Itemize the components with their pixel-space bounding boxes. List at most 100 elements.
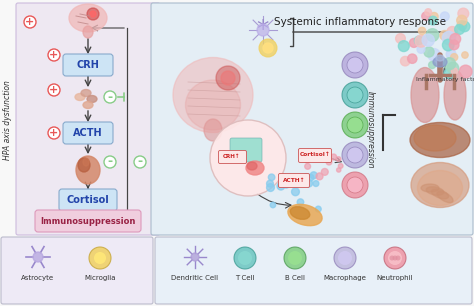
Circle shape <box>238 251 252 265</box>
Circle shape <box>459 21 470 32</box>
Ellipse shape <box>76 156 100 184</box>
FancyBboxPatch shape <box>279 174 310 188</box>
FancyBboxPatch shape <box>59 189 117 211</box>
Ellipse shape <box>437 191 453 203</box>
Circle shape <box>449 40 459 50</box>
Ellipse shape <box>247 162 257 170</box>
Circle shape <box>415 35 427 47</box>
Ellipse shape <box>173 58 253 132</box>
Ellipse shape <box>411 68 439 122</box>
Circle shape <box>94 252 106 264</box>
Text: +: + <box>26 17 35 27</box>
Circle shape <box>342 52 368 78</box>
Text: +: + <box>49 85 59 95</box>
Circle shape <box>48 49 60 61</box>
Circle shape <box>458 8 469 19</box>
Circle shape <box>305 180 312 187</box>
Circle shape <box>410 39 419 47</box>
Text: Systemic inflammatory response: Systemic inflammatory response <box>274 17 446 27</box>
Circle shape <box>266 180 273 187</box>
Circle shape <box>305 163 310 169</box>
Text: -: - <box>108 91 112 103</box>
Ellipse shape <box>87 95 97 103</box>
Circle shape <box>336 157 341 162</box>
FancyBboxPatch shape <box>151 3 473 235</box>
Text: T Cell: T Cell <box>235 275 255 281</box>
Circle shape <box>444 58 456 70</box>
Circle shape <box>419 27 426 35</box>
Circle shape <box>347 147 363 163</box>
Circle shape <box>319 154 326 160</box>
Circle shape <box>347 87 363 103</box>
Circle shape <box>388 251 402 265</box>
Circle shape <box>447 62 459 74</box>
Circle shape <box>234 247 256 269</box>
Text: ACTH↑: ACTH↑ <box>283 177 305 182</box>
Ellipse shape <box>410 122 470 158</box>
Circle shape <box>24 16 36 28</box>
Circle shape <box>414 36 423 45</box>
Circle shape <box>315 206 321 212</box>
Ellipse shape <box>75 94 85 100</box>
Circle shape <box>270 202 276 208</box>
Circle shape <box>90 11 96 17</box>
Ellipse shape <box>411 162 469 207</box>
Circle shape <box>396 34 405 43</box>
Circle shape <box>307 174 314 181</box>
FancyBboxPatch shape <box>230 138 262 162</box>
Ellipse shape <box>69 4 107 32</box>
Circle shape <box>392 256 398 260</box>
Ellipse shape <box>433 57 447 67</box>
Circle shape <box>422 12 430 20</box>
Text: +: + <box>49 50 59 60</box>
Circle shape <box>321 169 328 175</box>
Circle shape <box>326 159 332 165</box>
Text: Cortisol: Cortisol <box>67 195 109 205</box>
Circle shape <box>134 156 146 168</box>
Ellipse shape <box>421 184 439 192</box>
Circle shape <box>337 168 341 172</box>
Text: Neutrophil: Neutrophil <box>377 275 413 281</box>
Circle shape <box>266 184 274 192</box>
FancyBboxPatch shape <box>63 122 113 144</box>
Ellipse shape <box>83 26 93 38</box>
Circle shape <box>459 65 472 78</box>
Circle shape <box>259 39 277 57</box>
Circle shape <box>442 39 454 51</box>
Circle shape <box>408 54 417 63</box>
FancyBboxPatch shape <box>63 54 113 76</box>
Circle shape <box>288 251 302 265</box>
Ellipse shape <box>414 125 456 151</box>
Circle shape <box>440 12 449 21</box>
Circle shape <box>395 256 401 260</box>
Circle shape <box>428 49 440 61</box>
Text: Astrocyte: Astrocyte <box>21 275 55 281</box>
Circle shape <box>297 199 304 205</box>
Circle shape <box>301 181 307 187</box>
Circle shape <box>451 54 458 61</box>
FancyBboxPatch shape <box>155 237 472 304</box>
Ellipse shape <box>426 187 444 195</box>
Circle shape <box>422 34 434 46</box>
Ellipse shape <box>81 89 91 96</box>
Text: ACTH: ACTH <box>73 128 103 138</box>
Circle shape <box>313 157 318 162</box>
FancyBboxPatch shape <box>16 3 160 235</box>
Text: Inflammatory factor: Inflammatory factor <box>417 77 474 83</box>
Circle shape <box>462 52 468 58</box>
Circle shape <box>48 127 60 139</box>
Text: Immunosuppression: Immunosuppression <box>365 91 374 169</box>
FancyBboxPatch shape <box>1 237 153 304</box>
Circle shape <box>424 47 434 57</box>
Ellipse shape <box>185 80 240 130</box>
Circle shape <box>426 29 439 41</box>
Text: Macrophage: Macrophage <box>324 275 366 281</box>
Circle shape <box>310 172 317 179</box>
Ellipse shape <box>436 55 444 61</box>
Text: *: * <box>257 18 269 42</box>
Text: Dendritic Cell: Dendritic Cell <box>172 275 219 281</box>
Circle shape <box>347 177 363 193</box>
FancyBboxPatch shape <box>299 148 331 162</box>
Circle shape <box>313 181 319 186</box>
Text: Cortisol↑: Cortisol↑ <box>300 152 330 158</box>
